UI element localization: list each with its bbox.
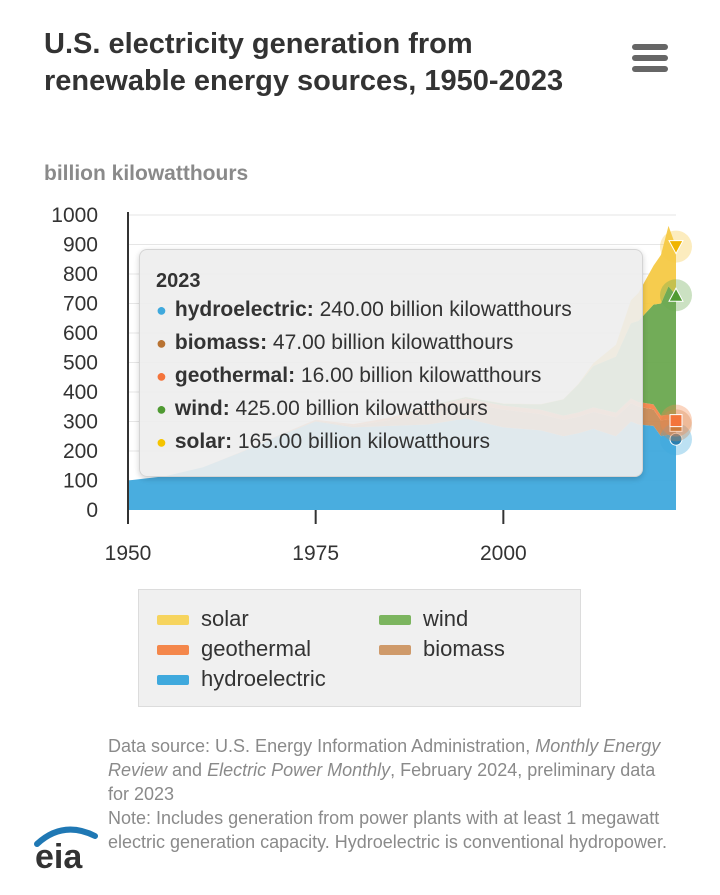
x-tick-label: 1975 xyxy=(292,542,339,565)
source-text-c: and xyxy=(167,760,208,780)
series-dot-icon: ● xyxy=(156,300,167,320)
series-dot-icon: ● xyxy=(156,399,167,419)
legend-label: biomass xyxy=(423,636,505,661)
legend-swatch xyxy=(157,645,189,656)
tooltip-series-name: solar: xyxy=(174,430,233,453)
source-text-a: Data source: U.S. Energy Information Adm… xyxy=(108,736,536,756)
legend-item-wind[interactable]: wind xyxy=(379,606,468,632)
tooltip-series-name: geothermal: xyxy=(174,364,296,387)
series-dot-icon: ● xyxy=(156,366,167,386)
source-text-e: , February 2024, preliminary data for 20… xyxy=(108,760,656,804)
y-tick-label: 300 xyxy=(63,411,98,434)
y-tick-label: 400 xyxy=(63,381,98,404)
logo-text: eia xyxy=(35,838,83,872)
tooltip-series-name: hydroelectric: xyxy=(174,298,314,321)
y-tick-label: 1000 xyxy=(51,204,98,227)
legend-item-solar[interactable]: solar xyxy=(157,606,249,632)
tooltip-series-value: 165.00 billion kilowatthours xyxy=(232,430,491,453)
y-tick-label: 0 xyxy=(86,499,98,522)
legend-label: wind xyxy=(423,606,469,631)
hamburger-menu-icon[interactable] xyxy=(632,44,668,74)
eia-logo[interactable]: eia xyxy=(33,822,103,872)
legend-swatch xyxy=(157,615,189,626)
x-tick-label: 1950 xyxy=(105,542,152,565)
marker-solar xyxy=(668,240,684,255)
legend-item-geothermal[interactable]: geothermal xyxy=(157,636,311,662)
tooltip-series-value: 240.00 billion kilowatthours xyxy=(313,298,572,321)
tooltip-series-value: 47.00 billion kilowatthours xyxy=(267,331,514,354)
data-source-note: Data source: U.S. Energy Information Adm… xyxy=(108,734,668,854)
legend-swatch xyxy=(157,675,189,686)
legend-label: geothermal xyxy=(201,636,312,661)
x-tick-label: 2000 xyxy=(480,542,527,565)
tooltip-row: ● geothermal: 16.00 billion kilowatthours xyxy=(156,364,541,388)
y-tick-label: 200 xyxy=(63,440,98,463)
tooltip-row: ● solar: 165.00 billion kilowatthours xyxy=(156,430,490,454)
series-dot-icon: ● xyxy=(156,432,167,452)
tooltip-row: ● biomass: 47.00 billion kilowatthours xyxy=(156,331,513,355)
source-text-d: Electric Power Monthly xyxy=(207,760,391,780)
tooltip-series-value: 425.00 billion kilowatthours xyxy=(229,397,488,420)
legend-swatch xyxy=(379,615,411,626)
tooltip-series-name: biomass: xyxy=(174,331,268,354)
tooltip: 2023 ● hydroelectric: 240.00 billion kilo… xyxy=(139,249,643,477)
legend-label: hydroelectric xyxy=(201,666,326,691)
tooltip-row: ● hydroelectric: 240.00 billion kilowatth… xyxy=(156,298,572,322)
y-tick-label: 500 xyxy=(63,352,98,375)
marker-wind xyxy=(668,287,684,302)
y-tick-label: 800 xyxy=(63,263,98,286)
y-tick-label: 700 xyxy=(63,293,98,316)
y-tick-label: 100 xyxy=(63,470,98,493)
y-axis-unit-label: billion kilowatthours xyxy=(44,162,249,185)
series-dot-icon: ● xyxy=(156,333,167,353)
legend-item-hydroelectric[interactable]: hydroelectric xyxy=(157,666,326,692)
marker-hydroelectric xyxy=(669,432,683,446)
tooltip-series-name: wind: xyxy=(174,397,230,420)
marker-geothermal xyxy=(669,414,683,428)
source-text-b: Monthly Energy Review xyxy=(108,736,661,780)
y-tick-label: 900 xyxy=(63,234,98,257)
chart-title: U.S. electricity generation from renewab… xyxy=(44,28,564,97)
legend-label: solar xyxy=(201,606,249,631)
y-tick-label: 600 xyxy=(63,322,98,345)
legend-swatch xyxy=(379,645,411,656)
tooltip-row: ● wind: 425.00 billion kilowatthours xyxy=(156,397,488,421)
legend-item-biomass[interactable]: biomass xyxy=(379,636,505,662)
tooltip-series-value: 16.00 billion kilowatthours xyxy=(295,364,542,387)
legend: solar wind geothermal biomass hydroelectric xyxy=(138,589,581,707)
note-text: Note: Includes generation from power pla… xyxy=(108,808,667,852)
tooltip-year: 2023 xyxy=(156,270,201,292)
